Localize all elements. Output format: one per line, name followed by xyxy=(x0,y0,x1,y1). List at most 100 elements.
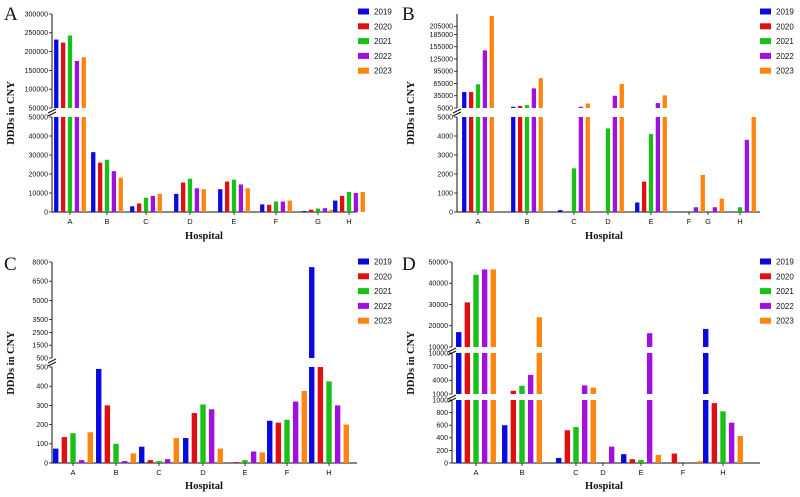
bar-c-e-2021 xyxy=(242,460,248,463)
bar-a-b-2021 xyxy=(104,159,110,212)
y-tick-label: 250000 xyxy=(25,30,48,37)
y-tick-label: 0 xyxy=(449,209,453,216)
bar-a-c-2023 xyxy=(157,193,162,212)
bar-a-a-2022 xyxy=(74,117,80,212)
y-tick-label: 185000 xyxy=(430,32,453,39)
y-tick-label: 10000 xyxy=(429,344,449,351)
bar-a-a-2023 xyxy=(81,57,86,108)
bar-a-b-2020 xyxy=(97,162,103,212)
panel-label: A xyxy=(4,4,18,25)
y-tick-label: 1000 xyxy=(432,397,448,404)
bar-d-a-2019 xyxy=(456,400,462,463)
x-tick-label: B xyxy=(519,468,524,477)
y-tick-label: 500 xyxy=(36,364,48,371)
y-tick-label: 30000 xyxy=(429,302,449,309)
legend-swatch-2022 xyxy=(760,302,771,309)
y-tick-label: 400 xyxy=(36,384,48,391)
y-tick-label: 200 xyxy=(36,422,48,429)
axis-break-mark xyxy=(47,108,57,114)
bar-c-h-2019 xyxy=(309,367,315,463)
bar-b-c-2022 xyxy=(578,117,584,212)
bar-b-h-2023 xyxy=(751,117,756,212)
bar-d-a-2021 xyxy=(473,274,479,347)
bar-b-a-2023 xyxy=(489,117,494,212)
y-tick-label: 30000 xyxy=(29,152,49,159)
bar-b-b-2022 xyxy=(531,88,537,108)
bar-b-e-2022 xyxy=(655,117,661,212)
legend-swatch-2023 xyxy=(358,67,369,74)
x-tick-label: C xyxy=(143,217,149,226)
legend-label: 2019 xyxy=(776,258,794,267)
legend-label: 2021 xyxy=(374,287,392,296)
y-tick-label: 3000 xyxy=(437,152,453,159)
bar-a-f-2020 xyxy=(266,204,272,212)
bar-c-c-2019 xyxy=(139,446,145,463)
bar-d-h-2020 xyxy=(711,403,718,463)
bar-d-c-2019 xyxy=(556,457,562,463)
bar-a-a-2019 xyxy=(54,39,59,108)
bar-b-h-2022 xyxy=(744,139,750,212)
legend-swatch-2022 xyxy=(358,52,369,59)
legend-label: 2020 xyxy=(374,272,392,281)
legend-label: 2022 xyxy=(374,52,392,61)
legend-label: 2022 xyxy=(776,52,794,61)
y-tick-label: 4000 xyxy=(437,133,453,140)
bar-c-f-2021 xyxy=(284,419,290,463)
y-tick-label: 1500 xyxy=(32,343,48,350)
bar-c-b-2021 xyxy=(113,443,119,463)
legend-swatch-2021 xyxy=(760,38,771,45)
bar-a-a-2020 xyxy=(60,117,66,212)
x-tick-label: B xyxy=(104,217,109,226)
legend-label: 2021 xyxy=(776,37,794,46)
bar-a-g-2022 xyxy=(322,208,328,212)
y-tick-label: 400 xyxy=(436,435,448,442)
bar-b-d-2022 xyxy=(612,117,618,212)
bar-a-b-2022 xyxy=(111,171,117,212)
x-tick-label: H xyxy=(346,217,351,226)
bar-b-d-2022 xyxy=(612,95,618,108)
bar-c-c-2023 xyxy=(173,438,179,463)
legend-label: 2019 xyxy=(374,8,392,17)
bar-a-a-2019 xyxy=(54,117,59,212)
x-tick-label: G xyxy=(705,217,711,226)
bar-c-c-2022 xyxy=(164,459,171,463)
y-tick-label: 0 xyxy=(444,460,448,467)
bar-b-a-2019 xyxy=(462,92,467,108)
x-tick-label: C xyxy=(156,468,162,477)
bar-b-c-2019 xyxy=(558,210,563,212)
bar-d-e-2022 xyxy=(646,353,653,394)
panel-label: B xyxy=(402,4,415,25)
bar-c-h-2023 xyxy=(343,424,349,463)
bar-b-a-2022 xyxy=(482,117,488,212)
bar-d-h-2022 xyxy=(728,422,735,463)
bar-a-b-2023 xyxy=(118,177,123,212)
bar-c-b-2023 xyxy=(130,453,136,463)
y-tick-label: 155000 xyxy=(430,44,453,51)
bar-c-d-2021 xyxy=(200,404,206,463)
y-tick-label: 10000 xyxy=(429,350,449,357)
x-tick-label: A xyxy=(67,217,72,226)
y-tick-label: 6500 xyxy=(32,279,48,286)
x-tick-label: H xyxy=(326,468,331,477)
bar-d-h-2019 xyxy=(703,400,709,463)
bar-c-c-2021 xyxy=(156,461,162,463)
legend-swatch-2019 xyxy=(760,258,771,265)
legend-label: 2020 xyxy=(776,272,794,281)
y-tick-label: 65000 xyxy=(434,81,454,88)
x-tick-label: E xyxy=(242,468,247,477)
bar-b-b-2020 xyxy=(517,105,523,108)
y-tick-label: 0 xyxy=(44,460,48,467)
legend-swatch-2022 xyxy=(760,52,771,59)
bar-d-e-2022 xyxy=(646,333,653,347)
bar-a-g-2020 xyxy=(308,209,314,212)
bar-b-e-2023 xyxy=(662,95,667,108)
bar-c-d-2019 xyxy=(183,438,189,463)
bar-d-h-2021 xyxy=(720,411,726,463)
bar-a-e-2020 xyxy=(224,181,230,212)
bar-d-b-2023 xyxy=(536,353,542,394)
bar-c-a-2021 xyxy=(70,433,76,463)
x-tick-label: A xyxy=(70,468,75,477)
bar-c-a-2023 xyxy=(87,432,93,463)
y-tick-label: 2500 xyxy=(32,330,48,337)
